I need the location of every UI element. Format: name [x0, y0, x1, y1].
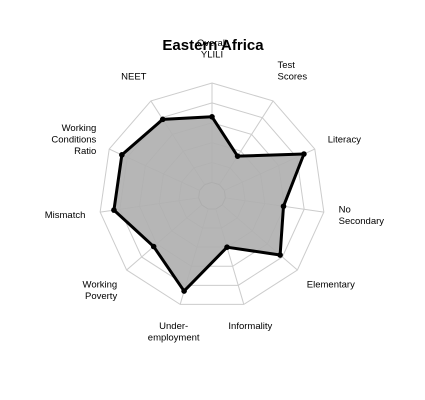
axis-label: Under-employment: [148, 321, 200, 344]
axis-label-line: Under-: [159, 321, 188, 332]
axis-labels: Overall YLILI Test Scores Literacy No Secondar…: [45, 38, 385, 343]
axis-label: Working Poverty: [83, 279, 118, 302]
axis-label-line: Secondary: [339, 216, 385, 227]
axis-label-line: No: [339, 204, 351, 215]
axis-label-line: Elementary: [307, 279, 355, 290]
axis-label-line: Working: [62, 123, 97, 134]
axis-label-line: employment: [148, 332, 200, 343]
series-line-segment: [236, 152, 306, 158]
data-point: [119, 152, 125, 158]
series-line-segment: [161, 115, 214, 121]
data-point: [234, 153, 241, 159]
axis-label-line: Ratio: [74, 146, 96, 157]
data-point: [150, 243, 157, 250]
data-point: [280, 203, 287, 210]
series-line-segment: [112, 208, 156, 249]
axis-label: Overall YLILI: [197, 38, 227, 61]
data-point: [224, 244, 230, 250]
data-point: [181, 288, 187, 294]
axis-label-line: Test: [278, 60, 296, 71]
axis-label-line: Conditions: [51, 134, 96, 145]
data-area: [113, 116, 304, 292]
data-point: [111, 207, 117, 213]
axis-label-line: Informality: [228, 321, 272, 332]
chart-title: Eastern Africa: [162, 37, 264, 54]
series-line-segment: [112, 153, 124, 212]
axis-label: Mismatch: [45, 210, 86, 221]
axis-label-line: Poverty: [85, 291, 117, 302]
axis-label: Elementary: [307, 279, 355, 290]
axis-label-line: YLILI: [201, 50, 223, 61]
radar-data: [111, 114, 307, 294]
data-point: [301, 151, 307, 157]
series-line-segment: [225, 245, 282, 257]
axis-label-line: Working: [83, 279, 118, 290]
axis-label: Working Conditions Ratio: [51, 123, 96, 157]
axis-label: NEET: [121, 71, 147, 82]
series-line-segment: [278, 204, 285, 257]
grid-ring: [99, 82, 325, 305]
data-point: [159, 116, 166, 123]
series-line-segment: [120, 117, 165, 157]
series-line-segment: [210, 115, 240, 158]
axis-label-line: Scores: [278, 71, 308, 82]
axis-label-line: NEET: [121, 71, 147, 82]
series-line-segment: [281, 152, 306, 208]
axis-label-line: Mismatch: [45, 210, 86, 221]
axis-label: Literacy: [328, 134, 362, 145]
axis-label-line: Overall: [197, 38, 227, 49]
series-line-segment: [182, 245, 229, 293]
axis-label: Test Scores: [278, 60, 308, 83]
axis-label: Informality: [228, 321, 272, 332]
data-point: [209, 114, 215, 120]
axis-label-line: Literacy: [328, 134, 362, 145]
axis-label: No Secondary: [339, 204, 385, 227]
data-point: [277, 252, 283, 258]
series-line-segment: [152, 245, 186, 293]
